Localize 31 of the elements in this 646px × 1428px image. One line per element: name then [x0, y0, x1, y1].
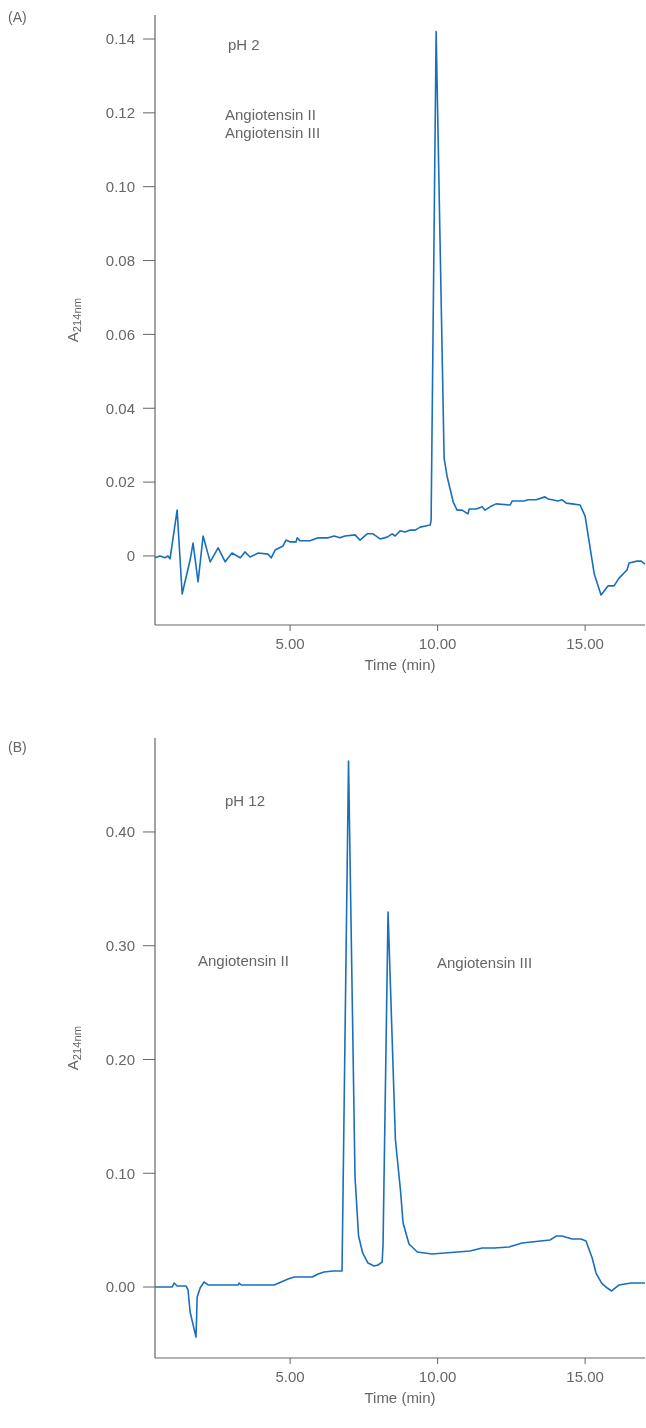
y-tick-label: 0.12 [105, 104, 135, 122]
text: (A) [8, 9, 27, 25]
x-tick-label: 10.00 [418, 1368, 457, 1385]
annotation: pH 2 [228, 36, 260, 53]
y-tick-label: 0.02 [105, 473, 135, 491]
annotation: Angiotensin II [198, 952, 289, 969]
x-tick-label: 15.00 [566, 635, 604, 652]
y-tick-label: 0.10 [105, 177, 135, 195]
annotation: pH 12 [225, 792, 266, 809]
x-tick-label: 10.00 [418, 635, 457, 652]
y-tick-label: 0.08 [105, 251, 135, 269]
x-axis-title: Time (min) [364, 656, 436, 673]
x-tick-label: 5.00 [275, 1368, 305, 1385]
y-tick-label: 0.04 [105, 399, 135, 417]
y-tick-label: 0.10 [105, 1164, 135, 1182]
y-tick-label: 0.14 [105, 30, 135, 48]
line-series [154, 30, 646, 596]
text: (B) [8, 739, 27, 755]
annotation: Angiotensin III [225, 124, 321, 141]
y-tick-label: 0 [126, 547, 135, 565]
annotation: Angiotensin II [225, 106, 316, 123]
annotation: Angiotensin III [437, 954, 533, 971]
y-tick-label: 0.40 [105, 823, 135, 841]
x-axis-title: Time (min) [364, 1389, 436, 1406]
y-tick-label: 0.20 [105, 1050, 135, 1068]
x-tick-label: 5.00 [275, 635, 305, 652]
line-series [154, 760, 646, 1338]
y-tick-label: 0.06 [105, 325, 135, 343]
x-tick-label: 15.00 [566, 1368, 604, 1385]
y-tick-label: 0.00 [105, 1278, 135, 1296]
y-tick-label: 0.30 [105, 936, 135, 954]
